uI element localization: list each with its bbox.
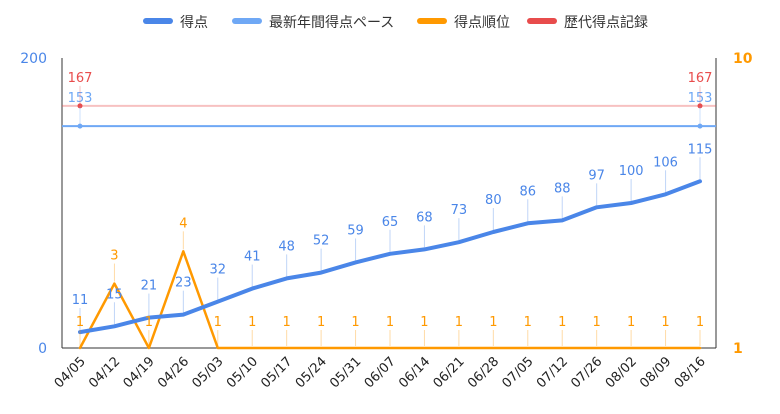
data-label-2-11: 1 bbox=[455, 315, 463, 330]
x-tick-label-7: 05/24 bbox=[293, 354, 330, 391]
x-tick-label-4: 05/03 bbox=[190, 354, 227, 391]
data-label-2-14: 1 bbox=[558, 315, 566, 330]
data-label-0-15: 97 bbox=[588, 168, 605, 183]
series-lines bbox=[62, 103, 716, 350]
data-label-2-12: 1 bbox=[489, 315, 497, 330]
x-tick-label-8: 05/31 bbox=[327, 354, 364, 391]
legend-item-2: 得点順位 bbox=[417, 14, 510, 31]
x-tick-label-16: 08/02 bbox=[603, 354, 640, 391]
x-tick-label-9: 06/07 bbox=[362, 354, 399, 391]
data-label-2-4: 1 bbox=[214, 315, 222, 330]
data-label-0-4: 32 bbox=[210, 263, 227, 278]
data-label-0-6: 48 bbox=[278, 239, 295, 254]
x-tick-label-13: 07/05 bbox=[500, 354, 537, 391]
right-axis-min-label: 1 bbox=[733, 341, 743, 357]
data-label-0-18: 115 bbox=[688, 142, 713, 157]
legend-swatch bbox=[143, 18, 173, 24]
data-label-1-0: 153 bbox=[68, 91, 93, 106]
data-label-0-14: 88 bbox=[554, 181, 571, 196]
legend-item-0: 得点 bbox=[143, 14, 208, 31]
data-label-2-8: 1 bbox=[351, 315, 359, 330]
data-label-0-7: 52 bbox=[313, 234, 330, 249]
x-tick-label-14: 07/12 bbox=[534, 354, 571, 391]
series-line-0 bbox=[78, 179, 702, 335]
legend-label: 得点 bbox=[180, 14, 208, 31]
data-label-0-16: 100 bbox=[619, 164, 644, 179]
right-axis-max-label: 10 bbox=[733, 51, 753, 67]
data-label-0-11: 73 bbox=[451, 203, 468, 218]
x-tick-label-0: 04/05 bbox=[52, 354, 89, 391]
x-tick-label-12: 06/28 bbox=[465, 354, 502, 391]
legend-label: 得点順位 bbox=[454, 14, 510, 31]
data-label-0-3: 23 bbox=[175, 276, 192, 291]
x-tick-label-1: 04/12 bbox=[86, 354, 123, 391]
x-tick-label-3: 04/26 bbox=[155, 354, 192, 391]
x-tick-label-11: 06/21 bbox=[431, 354, 468, 391]
legend-item-1: 最新年間得点ペース bbox=[232, 14, 394, 31]
data-label-0-0: 11 bbox=[72, 293, 89, 308]
legend-swatch bbox=[232, 18, 262, 24]
data-label-2-17: 1 bbox=[661, 315, 669, 330]
x-tick-labels: 04/0504/1204/1904/2605/0305/1005/1705/24… bbox=[52, 354, 709, 391]
data-label-2-10: 1 bbox=[420, 315, 428, 330]
data-label-0-9: 65 bbox=[382, 215, 399, 230]
data-label-2-1: 3 bbox=[110, 249, 118, 264]
data-label-0-10: 68 bbox=[416, 210, 433, 225]
x-tick-label-18: 08/16 bbox=[672, 354, 709, 391]
data-label-2-6: 1 bbox=[283, 315, 291, 330]
data-label-0-17: 106 bbox=[653, 155, 678, 170]
data-label-0-12: 80 bbox=[485, 193, 502, 208]
data-label-2-15: 1 bbox=[593, 315, 601, 330]
x-tick-label-2: 04/19 bbox=[121, 354, 158, 391]
left-axis-min-label: 0 bbox=[38, 341, 47, 357]
data-label-1-18: 153 bbox=[688, 91, 713, 106]
series-1-point bbox=[697, 123, 703, 129]
data-label-0-1: 15 bbox=[106, 287, 123, 302]
data-label-2-13: 1 bbox=[524, 315, 532, 330]
legend-label: 最新年間得点ペース bbox=[269, 14, 394, 31]
x-tick-label-6: 05/17 bbox=[258, 354, 295, 391]
data-label-2-3: 4 bbox=[179, 216, 187, 231]
legend-swatch bbox=[527, 18, 557, 24]
x-tick-label-15: 07/26 bbox=[568, 354, 605, 391]
series-line-2 bbox=[78, 250, 702, 350]
series-3-point bbox=[77, 103, 83, 109]
x-tick-label-5: 05/10 bbox=[224, 354, 261, 391]
x-tick-label-10: 06/14 bbox=[396, 354, 433, 391]
data-label-2-5: 1 bbox=[248, 315, 256, 330]
data-label-3-18: 167 bbox=[688, 71, 713, 86]
data-label-2-18: 1 bbox=[696, 315, 704, 330]
data-label-0-8: 59 bbox=[347, 223, 364, 238]
data-label-2-9: 1 bbox=[386, 315, 394, 330]
data-label-0-2: 21 bbox=[141, 279, 158, 294]
data-label-3-0: 167 bbox=[68, 71, 93, 86]
data-label-2-2: 1 bbox=[145, 315, 153, 330]
data-label-2-7: 1 bbox=[317, 315, 325, 330]
series-1-point bbox=[77, 123, 83, 129]
legend: 得点 最新年間得点ペース 得点順位 歴代得点記録 bbox=[143, 14, 648, 31]
data-label-0-5: 41 bbox=[244, 250, 261, 265]
legend-item-3: 歴代得点記録 bbox=[527, 14, 648, 31]
data-label-2-16: 1 bbox=[627, 315, 635, 330]
data-label-2-0: 1 bbox=[76, 315, 84, 330]
x-tick-label-17: 08/09 bbox=[637, 354, 674, 391]
legend-swatch bbox=[417, 18, 447, 24]
left-axis-max-label: 200 bbox=[20, 51, 47, 67]
data-label-0-13: 86 bbox=[520, 184, 537, 199]
series-3-point bbox=[697, 103, 703, 109]
legend-label: 歴代得点記録 bbox=[564, 14, 648, 31]
